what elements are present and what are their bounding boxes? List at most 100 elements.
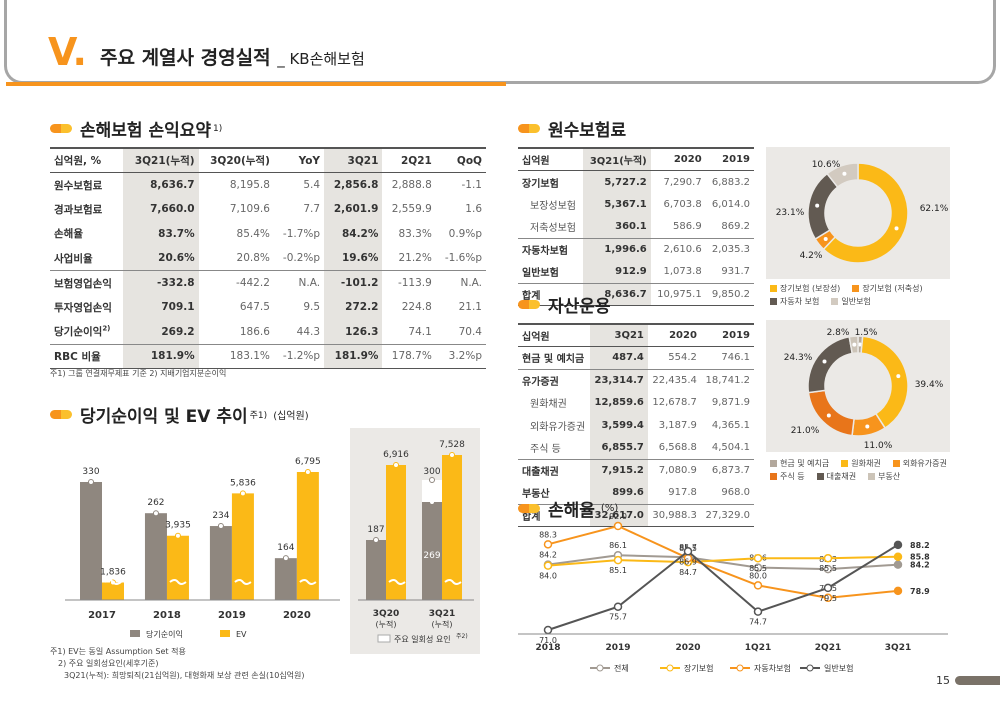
section-number: V.: [48, 30, 87, 74]
slice-label: 10.6%: [812, 160, 841, 170]
table-cell: 6,855.7: [589, 436, 648, 459]
profit-bar: [144, 513, 167, 600]
table-cell: 6,014.0: [711, 198, 750, 210]
data-label: 71.0: [539, 636, 557, 645]
ev-dot: [239, 490, 246, 497]
legend-swatch: [892, 460, 900, 467]
table-cell: 당기순이익2): [54, 324, 111, 339]
table-cell: 저축성보험: [530, 223, 576, 234]
table-cell: 21.2%: [398, 252, 432, 264]
profit-dot: [152, 510, 159, 517]
table-cell: 30,988.3: [647, 503, 701, 527]
series-point: [753, 553, 763, 563]
profit-bar: [80, 482, 102, 600]
series-point: [613, 555, 623, 565]
profit-ev-unit: (십억원): [273, 411, 309, 422]
series-point: [893, 552, 903, 561]
slice-dot: [864, 423, 871, 430]
legend-label: 대출채권: [826, 472, 857, 481]
table-row: 보장성보험 5,367.1 6,703.8 6,014.0: [518, 193, 754, 216]
x-tick-label: 2Q21: [815, 643, 841, 653]
premium-donut: 62.1% 4.2% 23.1% 10.6%: [776, 160, 949, 264]
legend-item: 현금 및 예치금: [770, 458, 829, 469]
table-cell: 부동산: [522, 489, 550, 500]
profit-ev-sup: 주1): [249, 411, 268, 421]
data-label: 75.7: [609, 613, 627, 622]
table-cell: 2,035.3: [705, 237, 754, 261]
profit-bar: [422, 502, 442, 600]
profit-dot: [373, 537, 379, 543]
series-point: [753, 607, 763, 616]
table-cell: 원수보험료: [54, 179, 103, 192]
axis-break-icon: [299, 579, 317, 585]
col-header: YoY: [273, 147, 325, 173]
table-cell: 보험영업손익: [50, 270, 124, 295]
table-cell: 4,365.1: [711, 419, 750, 431]
profit-dot: [88, 479, 94, 485]
table-row: 대출채권 7,915.2 7,080.9 6,873.7: [518, 458, 754, 482]
table-cell: 5,367.1: [582, 193, 651, 216]
profit-bar: [366, 540, 386, 600]
table-cell: 917.8: [668, 487, 697, 498]
legend-item: 대출채권: [816, 471, 857, 482]
legend-label: 원화채권: [851, 459, 881, 468]
legend-marker: [736, 664, 744, 672]
one-off-dot: [429, 477, 435, 483]
axis-break-icon: [388, 579, 406, 585]
page-subtitle: _ KB손해보험: [277, 50, 365, 68]
profit-label: 187: [367, 525, 384, 535]
table-cell: 23,314.7: [589, 368, 648, 392]
table-row: 원화채권 12,859.6 12,678.7 9,871.9: [518, 391, 754, 414]
asset-legend: 현금 및 예치금 원화채권 외화유가증권 주식 등 대출채권 부동산: [770, 458, 970, 482]
profit-label: 269: [423, 551, 440, 561]
legend-marker: [666, 664, 674, 672]
table-cell: 사업비율: [54, 252, 93, 265]
legend-swatch: [816, 473, 824, 480]
table-row: 원수보험료 8,636.7 8,195.8 5.4 2,856.8 2,888.8 -1.1: [50, 172, 486, 197]
fn-2: 2) 주요 일회성요인(세후기준): [58, 659, 159, 668]
table-cell: 현금 및 예치금: [522, 354, 585, 366]
legend-swatch: [868, 473, 876, 480]
series-point: [613, 521, 623, 531]
profit-dot: [217, 523, 224, 530]
series-line: [547, 543, 899, 631]
asset-table: 십억원 3Q21 2020 2019 현금 및 예치금 487.4 554.2 746.1 유가…: [518, 323, 754, 527]
series-point: [613, 602, 623, 611]
table-row: 합계 8,636.7 10,975.1 9,850.2: [518, 282, 754, 306]
legend-item: 장기보험 (보장성): [770, 283, 840, 294]
page-number-bar: [955, 676, 1000, 685]
legend-marker: [806, 664, 814, 672]
x-tick-sublabel: (누적): [432, 619, 453, 629]
slice-dot: [825, 412, 832, 419]
table-cell: 3.2%p: [435, 343, 486, 369]
col-header: 3Q21(누적): [582, 147, 651, 171]
profit-ev-title: 당기순이익 및 EV 추이 주1) (십억원): [50, 402, 309, 427]
table-row: RBC 비율 181.9% 183.1% -1.2%p 181.9% 178.7% 3.2%…: [50, 343, 486, 369]
table-cell: 7,915.2: [589, 458, 648, 482]
legend-label: 장기보험 (저축성): [862, 284, 923, 293]
legend-swatch: [841, 460, 849, 467]
table-cell: 709.1: [123, 295, 199, 320]
x-tick-label: 3Q20: [373, 609, 399, 619]
table-cell: 181.9%: [324, 343, 383, 369]
legend-swatch-one-off: [377, 634, 391, 643]
table-cell: RBC 비율: [50, 343, 124, 369]
data-label: 80.0: [749, 571, 767, 580]
bullet-pill-icon: [50, 410, 72, 419]
table-cell: 주식 등: [530, 444, 561, 455]
table-row: 자동차보험 1,996.6 2,610.6 2,035.3: [518, 237, 754, 261]
table-row: 주식 등 6,855.7 6,568.8 4,504.1: [518, 436, 754, 459]
bullet-pill-icon: [518, 504, 540, 513]
table-cell: -442.2: [198, 270, 274, 295]
table-cell: 장기보험: [522, 178, 559, 190]
table-cell: 1,996.6: [582, 237, 651, 261]
legend-swatch: [770, 285, 777, 292]
slice-label: 1.5%: [855, 328, 878, 338]
series-point: [543, 561, 553, 570]
table-cell: 83.7%: [123, 221, 199, 246]
series-point: [823, 593, 833, 603]
legend-label: 부동산: [878, 472, 901, 481]
col-header: 십억원: [518, 323, 590, 347]
premium-table: 십억원 3Q21(누적) 2020 2019 장기보험 5,727.2 7,290.7 6,8…: [518, 147, 754, 306]
ev-label: 6,795: [295, 457, 321, 467]
